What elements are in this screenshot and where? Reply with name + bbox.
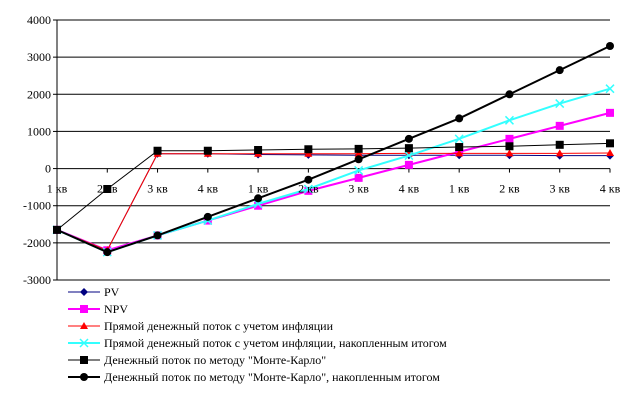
data-point: [254, 194, 263, 203]
data-point: [505, 134, 514, 143]
legend-label: Денежный поток по методу "Монте-Карло": [104, 353, 326, 367]
legend-entry: Прямой денежный поток с учетом инфляции: [68, 319, 334, 333]
x-tick-label: 1 кв: [449, 182, 470, 196]
tick-label-layer: -3000 -2000 -1000 0 1000 2000 3000 4000 1 кв 2 кв…: [23, 13, 621, 287]
legend: PV NPV Прямой денежный поток с учетом инфл…: [68, 285, 447, 384]
legend-label: NPV: [104, 302, 128, 316]
x-tick-label: 2 кв: [97, 182, 118, 196]
data-point: [354, 165, 364, 175]
legend-label: Прямой денежный поток с учетом инфляции,…: [104, 336, 447, 350]
data-point: [303, 184, 313, 194]
data-point: [605, 84, 615, 94]
data-point: [153, 146, 162, 155]
series-line: [56, 142, 611, 231]
series-line: [56, 45, 611, 254]
legend-entry: Денежный поток по методу "Монте-Карло": [68, 353, 326, 367]
legend-swatch-marker: [80, 288, 88, 296]
legend-swatch-marker: [79, 338, 89, 348]
y-tick-label: 0: [45, 162, 51, 176]
legend-entry: Денежный поток по методу "Монте-Карло", …: [68, 370, 440, 384]
data-point: [555, 140, 564, 149]
data-point: [606, 42, 614, 50]
y-tick-label: -3000: [23, 273, 51, 287]
data-point: [354, 155, 363, 164]
legend-entry: PV: [68, 285, 120, 299]
series-layer: [52, 42, 615, 257]
data-point: [606, 108, 614, 117]
data-point: [455, 143, 464, 152]
y-tick-label: -1000: [23, 199, 51, 213]
grid-layer: [57, 19, 610, 281]
x-tick-label: 1 кв: [248, 182, 269, 196]
data-point: [555, 121, 564, 130]
data-point: [454, 134, 464, 144]
data-point: [304, 145, 313, 154]
y-tick-label: 3000: [27, 50, 51, 64]
x-tick-label: 4 кв: [600, 182, 621, 196]
data-point: [203, 212, 212, 221]
legend-swatch-marker: [80, 356, 88, 364]
data-point: [455, 149, 464, 157]
data-point: [555, 66, 564, 75]
x-tick-label: 4 кв: [399, 182, 420, 196]
data-point: [504, 115, 514, 125]
data-point: [304, 186, 313, 195]
data-point: [555, 149, 564, 157]
data-point: [254, 201, 263, 210]
data-point: [555, 99, 565, 109]
series-line: [56, 111, 611, 252]
data-point: [404, 151, 414, 161]
data-point: [404, 134, 413, 143]
data-point: [354, 149, 363, 157]
data-point: [606, 139, 614, 148]
x-tick-label: 3 кв: [147, 182, 168, 196]
series-3: [53, 148, 614, 254]
legend-label: Прямой денежный поток с учетом инфляции: [104, 319, 334, 333]
data-point: [153, 231, 162, 240]
series-2: [53, 108, 614, 255]
y-tick-label: 2000: [27, 87, 51, 101]
series-6: [53, 42, 614, 257]
x-tick-label: 2 кв: [298, 182, 319, 196]
legend-swatch-marker: [80, 322, 88, 329]
series-1: [53, 149, 614, 255]
x-tick-label: 1 кв: [47, 182, 68, 196]
x-tick-label: 3 кв: [549, 182, 570, 196]
data-point: [103, 248, 112, 257]
data-point: [606, 148, 614, 156]
x-tick-label: 4 кв: [198, 182, 219, 196]
data-point: [404, 144, 413, 153]
legend-swatch-marker: [80, 305, 88, 313]
series-line: [56, 152, 611, 251]
data-point: [254, 146, 263, 154]
data-point: [354, 173, 363, 182]
y-tick-label: 4000: [27, 13, 51, 27]
legend-label: Денежный поток по методу "Монте-Карло", …: [104, 370, 440, 384]
data-point: [505, 90, 514, 99]
data-point: [505, 149, 514, 157]
data-point: [53, 225, 61, 234]
legend-label: PV: [104, 285, 120, 299]
x-tick-label: 2 кв: [499, 182, 520, 196]
data-point: [505, 142, 514, 151]
data-point: [404, 160, 413, 169]
y-tick-label: -2000: [23, 236, 51, 250]
data-point: [203, 146, 212, 155]
legend-entry: NPV: [68, 302, 128, 316]
data-point: [354, 144, 363, 153]
data-point: [455, 114, 464, 123]
y-tick-label: 1000: [27, 124, 51, 138]
data-point: [103, 185, 112, 193]
x-tick-label: 3 кв: [348, 182, 369, 196]
legend-entry: Прямой денежный поток с учетом инфляции,…: [68, 336, 447, 350]
legend-swatch-marker: [80, 373, 88, 381]
data-point: [304, 175, 313, 184]
